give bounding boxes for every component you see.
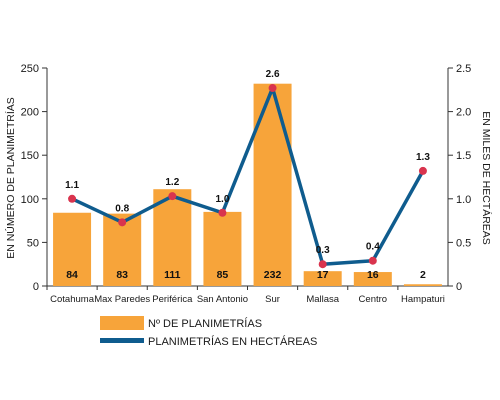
bar-series — [53, 83, 442, 286]
x-tick-label: Periférica — [152, 294, 193, 305]
bar-value-label: 83 — [116, 269, 128, 281]
line-series — [68, 84, 427, 269]
y2-tick-label: 1.5 — [456, 150, 471, 162]
x-tick-label: Cotahuma — [50, 294, 95, 305]
line-value-label: 0.8 — [115, 203, 129, 214]
y2-tick-label: 2.0 — [456, 107, 471, 119]
bar-value-label: 111 — [164, 269, 181, 281]
y-tick-label: 0 — [33, 281, 39, 293]
y-tick-label: 150 — [21, 150, 39, 162]
line-value-label: 1.2 — [165, 177, 179, 188]
bar — [153, 189, 192, 286]
line-value-label: 1.3 — [416, 152, 430, 163]
y2-axis-title: EN MILES DE HECTÁREAS — [480, 111, 493, 245]
bar-value-label: 232 — [264, 269, 282, 281]
bar-value-label: 17 — [317, 269, 329, 281]
line-point — [68, 194, 77, 203]
bar — [203, 211, 242, 286]
line-point — [418, 166, 427, 175]
bar — [303, 271, 342, 286]
line-path — [70, 86, 425, 266]
x-tick-label: San Antonio — [197, 294, 248, 305]
y-tick-label: 50 — [27, 237, 39, 249]
line-value-label: 1.1 — [65, 180, 79, 191]
line-point — [368, 256, 377, 265]
bar-value-label: 2 — [420, 269, 426, 281]
line-point — [268, 84, 277, 93]
y-tick-label: 100 — [21, 194, 39, 206]
line-point — [118, 218, 127, 227]
data-labels: 84 83 111 85 232 17 16 2 1.1 0.8 1.2 1.0 2.6 0.3 0.4 1.… — [65, 69, 430, 281]
y-axis-title: EN NÚMERO DE PLANIMETRÍAS — [4, 97, 17, 259]
x-tick-label: Mallasa — [306, 294, 339, 305]
bar-value-label: 84 — [66, 269, 78, 281]
legend-label-line: PLANIMETRÍAS EN HECTÁREAS — [148, 335, 317, 348]
y2-tick-label: 2.5 — [456, 63, 471, 75]
bar-value-label: 16 — [367, 269, 379, 281]
x-tick-label: Max Paredes — [94, 294, 150, 305]
bar — [53, 212, 92, 286]
line-point — [318, 260, 327, 269]
bar-value-label: 85 — [217, 269, 229, 281]
line-value-label: 0.4 — [366, 242, 380, 253]
y-tick-label: 200 — [21, 107, 39, 119]
legend-swatch-bars — [100, 316, 144, 330]
x-tick-label: Centro — [359, 294, 388, 305]
line-value-label: 1.0 — [215, 194, 229, 205]
x-tick-label: Hampaturi — [401, 294, 445, 305]
legend-swatch-line — [100, 338, 144, 343]
line-value-label: 0.3 — [316, 245, 330, 256]
y2-tick-label: 1.0 — [456, 194, 471, 206]
line-value-label: 2.6 — [266, 69, 280, 80]
x-tick-label: Sur — [265, 294, 280, 305]
line-point — [168, 192, 177, 201]
y2-tick-label: 0 — [456, 281, 462, 293]
line-point — [218, 208, 227, 217]
legend: Nº DE PLANIMETRÍAS PLANIMETRÍAS EN HECTÁ… — [100, 316, 317, 348]
bar — [353, 272, 392, 286]
bar — [253, 83, 292, 286]
y-tick-label: 250 — [21, 63, 39, 75]
y2-tick-label: 0.5 — [456, 237, 471, 249]
legend-label-bars: Nº DE PLANIMETRÍAS — [148, 317, 262, 330]
bar — [403, 284, 442, 286]
